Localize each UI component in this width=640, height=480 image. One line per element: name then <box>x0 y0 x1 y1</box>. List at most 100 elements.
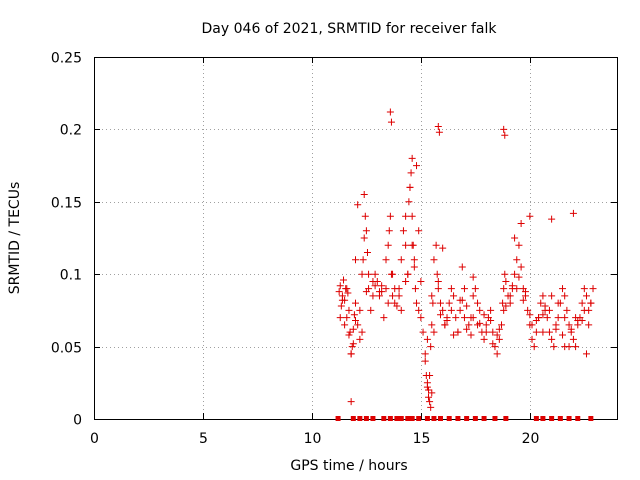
data-point <box>425 393 433 401</box>
data-point <box>487 306 495 314</box>
data-point <box>410 263 418 271</box>
data-point <box>585 321 593 329</box>
data-point <box>384 299 392 307</box>
y-tick-label: 0.1 <box>60 268 82 284</box>
data-point <box>539 311 547 319</box>
zero-data-point <box>409 416 415 421</box>
data-point <box>391 285 399 293</box>
data-point <box>407 169 415 177</box>
data-point <box>569 335 577 343</box>
data-point <box>380 314 388 322</box>
data-point <box>515 241 523 249</box>
data-point <box>429 299 437 307</box>
x-tick-label: 5 <box>199 431 208 447</box>
data-point <box>526 212 534 220</box>
data-point <box>502 302 510 310</box>
data-point <box>589 285 597 293</box>
data-point <box>421 357 429 365</box>
data-point <box>439 244 447 252</box>
zero-data-point <box>481 416 487 421</box>
data-point <box>469 314 477 322</box>
data-point <box>348 343 356 351</box>
data-point <box>580 306 588 314</box>
zero-data-point <box>350 416 356 421</box>
data-point <box>543 314 551 322</box>
data-point <box>548 292 556 300</box>
data-point <box>358 270 366 278</box>
data-point <box>502 277 510 285</box>
data-point <box>561 314 569 322</box>
data-point <box>343 314 351 322</box>
data-point <box>530 343 538 351</box>
data-point <box>432 241 440 249</box>
zero-data-point <box>455 416 461 421</box>
data-point <box>552 325 560 333</box>
zero-data-point <box>381 416 387 421</box>
data-point <box>460 314 468 322</box>
zero-data-point <box>405 416 411 421</box>
data-point <box>528 321 536 329</box>
data-point <box>360 191 368 199</box>
data-point <box>415 306 423 314</box>
data-point <box>428 292 436 300</box>
data-point <box>450 292 458 300</box>
data-point <box>476 306 484 314</box>
data-point <box>545 328 553 336</box>
zero-data-point <box>370 416 376 421</box>
data-point <box>426 372 434 380</box>
data-point <box>458 263 466 271</box>
data-point <box>413 162 421 170</box>
data-point <box>363 248 371 256</box>
zero-data-point <box>503 416 509 421</box>
data-point <box>554 314 562 322</box>
zero-data-point <box>464 416 470 421</box>
chart-title: Day 046 of 2021, SRMTID for receiver fal… <box>202 21 498 37</box>
x-tick-label: 10 <box>304 431 322 447</box>
data-point <box>524 306 532 314</box>
data-point <box>495 325 503 333</box>
data-point <box>561 343 569 351</box>
data-point <box>550 343 558 351</box>
data-point <box>515 273 523 281</box>
data-point <box>389 270 397 278</box>
data-point <box>352 317 359 325</box>
data-point <box>441 321 449 329</box>
data-point <box>548 215 556 223</box>
data-point <box>465 321 473 329</box>
data-point <box>337 302 345 310</box>
x-tick-label: 0 <box>90 431 99 447</box>
data-point <box>476 319 484 327</box>
data-point <box>445 299 453 307</box>
data-point <box>561 292 569 300</box>
data-point <box>382 256 390 264</box>
data-point <box>430 256 438 264</box>
data-point <box>371 270 379 278</box>
data-point <box>426 398 434 406</box>
y-tick-label: 0.25 <box>51 51 82 67</box>
data-points <box>335 108 597 421</box>
data-point <box>511 270 519 278</box>
data-point <box>362 227 370 235</box>
data-point <box>541 302 549 310</box>
data-point <box>482 321 490 329</box>
zero-data-point <box>446 416 452 421</box>
zero-data-point <box>387 416 393 421</box>
plot-frame <box>94 57 618 420</box>
data-point <box>369 292 377 300</box>
data-point <box>356 306 364 314</box>
data-point <box>519 296 527 304</box>
data-point <box>382 285 390 293</box>
data-point <box>469 292 477 300</box>
data-point <box>582 292 590 300</box>
data-point <box>508 282 516 290</box>
zero-data-point <box>588 416 594 421</box>
zero-data-point <box>416 416 422 421</box>
data-point <box>537 299 545 307</box>
data-point <box>405 198 413 206</box>
data-point <box>336 282 344 290</box>
data-point <box>365 270 373 278</box>
zero-data-point <box>437 416 443 421</box>
data-point <box>349 325 357 333</box>
data-point <box>359 256 367 264</box>
data-point <box>354 201 362 209</box>
